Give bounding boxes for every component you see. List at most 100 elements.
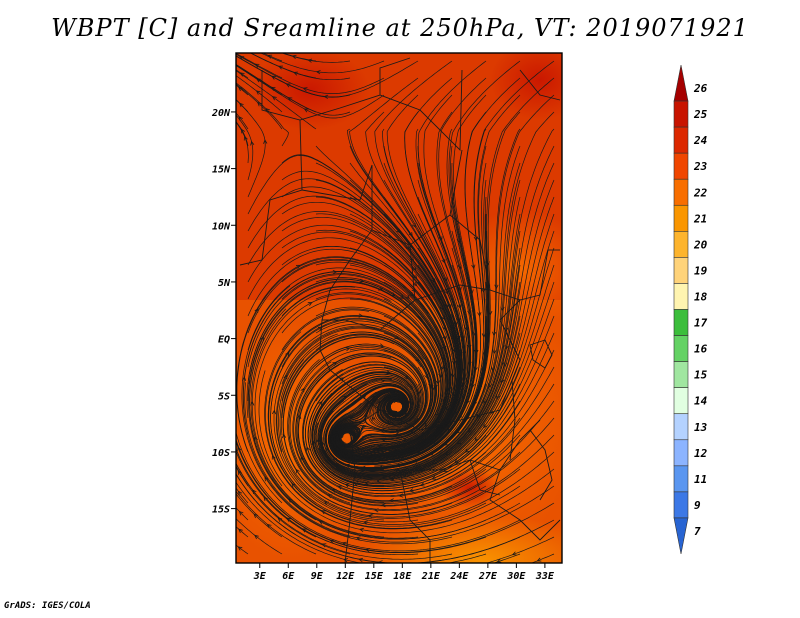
- colorbar-segment: [673, 126, 689, 154]
- x-tick-label: 33E: [535, 571, 555, 582]
- map-title: WBPT [C] and Sreamline at 250hPa, VT: 20…: [51, 14, 749, 42]
- colorbar-segment: [673, 283, 689, 310]
- streamline-arrow: [239, 72, 245, 77]
- streamline-25: [236, 465, 249, 487]
- colorbar-label: 15: [694, 369, 708, 382]
- colorbar: 26 25 24 23 22 21 20 19 18 17 16 15 14 13 12 11 9 7: [673, 64, 708, 555]
- streamline-28: [236, 526, 249, 538]
- colorbar-label: 11: [694, 473, 707, 486]
- streamline-arrow: [441, 315, 445, 321]
- colorbar-segment: [673, 439, 689, 467]
- x-tick-label: 15E: [365, 571, 384, 582]
- y-tick-label: 15S: [212, 505, 230, 516]
- colorbar-segment: [673, 387, 689, 415]
- streamline-arrow: [438, 236, 443, 242]
- streamline-arrow: [363, 520, 368, 525]
- y-tick-label: 10N: [212, 221, 231, 232]
- streamline-arrow: [281, 433, 287, 439]
- streamline-arrow: [483, 423, 488, 429]
- x-tick-label: 24E: [449, 571, 469, 582]
- streamline-arrow: [293, 71, 299, 76]
- y-tick-label: 5N: [218, 278, 231, 289]
- y-axis: 20N 15N 10N 5N EQ 5S 10S 15S: [211, 108, 236, 516]
- streamline-arrow: [332, 269, 338, 275]
- streamline-arrow: [350, 432, 355, 438]
- streamline-arrow: [283, 374, 288, 380]
- streamline-arrow: [474, 436, 479, 442]
- streamline-arrow: [377, 560, 383, 563]
- x-tick-label: 3E: [253, 571, 267, 582]
- streamline-arrow: [291, 482, 296, 488]
- streamline-arrow: [511, 551, 517, 556]
- colorbar-label: 9: [694, 499, 701, 512]
- streamline-arrow: [238, 528, 243, 534]
- streamline-arrow: [408, 488, 414, 493]
- streamline-arrow: [318, 326, 323, 331]
- colorbar-label: 24: [693, 134, 708, 147]
- streamline-arrow: [355, 536, 361, 541]
- colorbar-segment: [673, 152, 689, 180]
- country-boundaries: [239, 57, 561, 563]
- streamline-58: [236, 493, 283, 538]
- streamline-arrow: [504, 345, 509, 351]
- y-tick-label: 5S: [218, 391, 230, 402]
- streamline-arrow: [295, 468, 300, 474]
- colorbar-segment: [673, 100, 689, 128]
- streamline-arrow: [318, 520, 324, 525]
- colorbar-top-arrow: [673, 64, 689, 102]
- y-tick-label: 15N: [212, 165, 231, 176]
- streamline-arrow: [371, 416, 376, 422]
- colorbar-label: 19: [694, 264, 708, 277]
- streamline-arrow: [343, 558, 348, 563]
- colorbar-segment: [673, 491, 689, 519]
- colorbar-segment: [673, 231, 689, 258]
- streamline-arrow: [307, 58, 313, 63]
- streamline-arrow: [398, 493, 404, 498]
- shading-layer: [236, 53, 562, 563]
- streamline-arrow: [285, 351, 290, 357]
- streamline-arrow: [303, 108, 309, 113]
- streamline-arrow: [237, 470, 242, 475]
- colorbar-label: 14: [694, 395, 708, 408]
- streamline-2: [236, 84, 249, 96]
- streamline-arrow: [264, 476, 269, 482]
- streamline-arrow: [271, 454, 276, 460]
- streamline-arrow: [496, 558, 502, 563]
- streamline-arrow: [492, 331, 497, 337]
- streamline-arrow: [307, 302, 313, 306]
- colorbar-segment: [673, 335, 689, 362]
- streamline-arrow: [394, 335, 400, 340]
- x-tick-label: 27E: [478, 571, 498, 582]
- streamline-arrow: [237, 490, 243, 496]
- streamline-arrow: [431, 475, 437, 480]
- colorbar-bottom-arrow: [673, 517, 689, 555]
- colorbar-label: 7: [694, 525, 701, 538]
- streamline-arrow: [435, 380, 441, 386]
- streamline-arrow: [500, 306, 505, 312]
- x-tick-label: 6E: [282, 571, 295, 582]
- streamline-arrow: [454, 458, 459, 464]
- streamline-arrow: [344, 463, 350, 468]
- colorbar-segment: [673, 361, 689, 388]
- streamline-arrow: [272, 409, 277, 415]
- streamline-layer: [236, 53, 555, 563]
- streamline-arrow: [399, 294, 405, 300]
- streamline-arrow: [457, 264, 462, 270]
- map-frame: [235, 52, 563, 564]
- streamline-arrow: [363, 413, 368, 418]
- streamline-8: [236, 99, 266, 198]
- streamline-arrow: [240, 128, 245, 134]
- streamline-arrow: [365, 548, 370, 553]
- streamline-269: [492, 553, 521, 563]
- streamline-arrow: [456, 238, 461, 244]
- streamline-arrow: [370, 395, 376, 401]
- colorbar-segment: [673, 465, 689, 493]
- streamline-arrow: [411, 223, 416, 228]
- y-tick-label: EQ: [218, 335, 230, 346]
- streamline-arrow: [301, 528, 307, 533]
- streamline-121: [236, 53, 385, 94]
- streamline-arrow: [419, 482, 425, 487]
- streamline-arrow: [325, 447, 330, 453]
- colorbar-label: 21: [693, 212, 707, 225]
